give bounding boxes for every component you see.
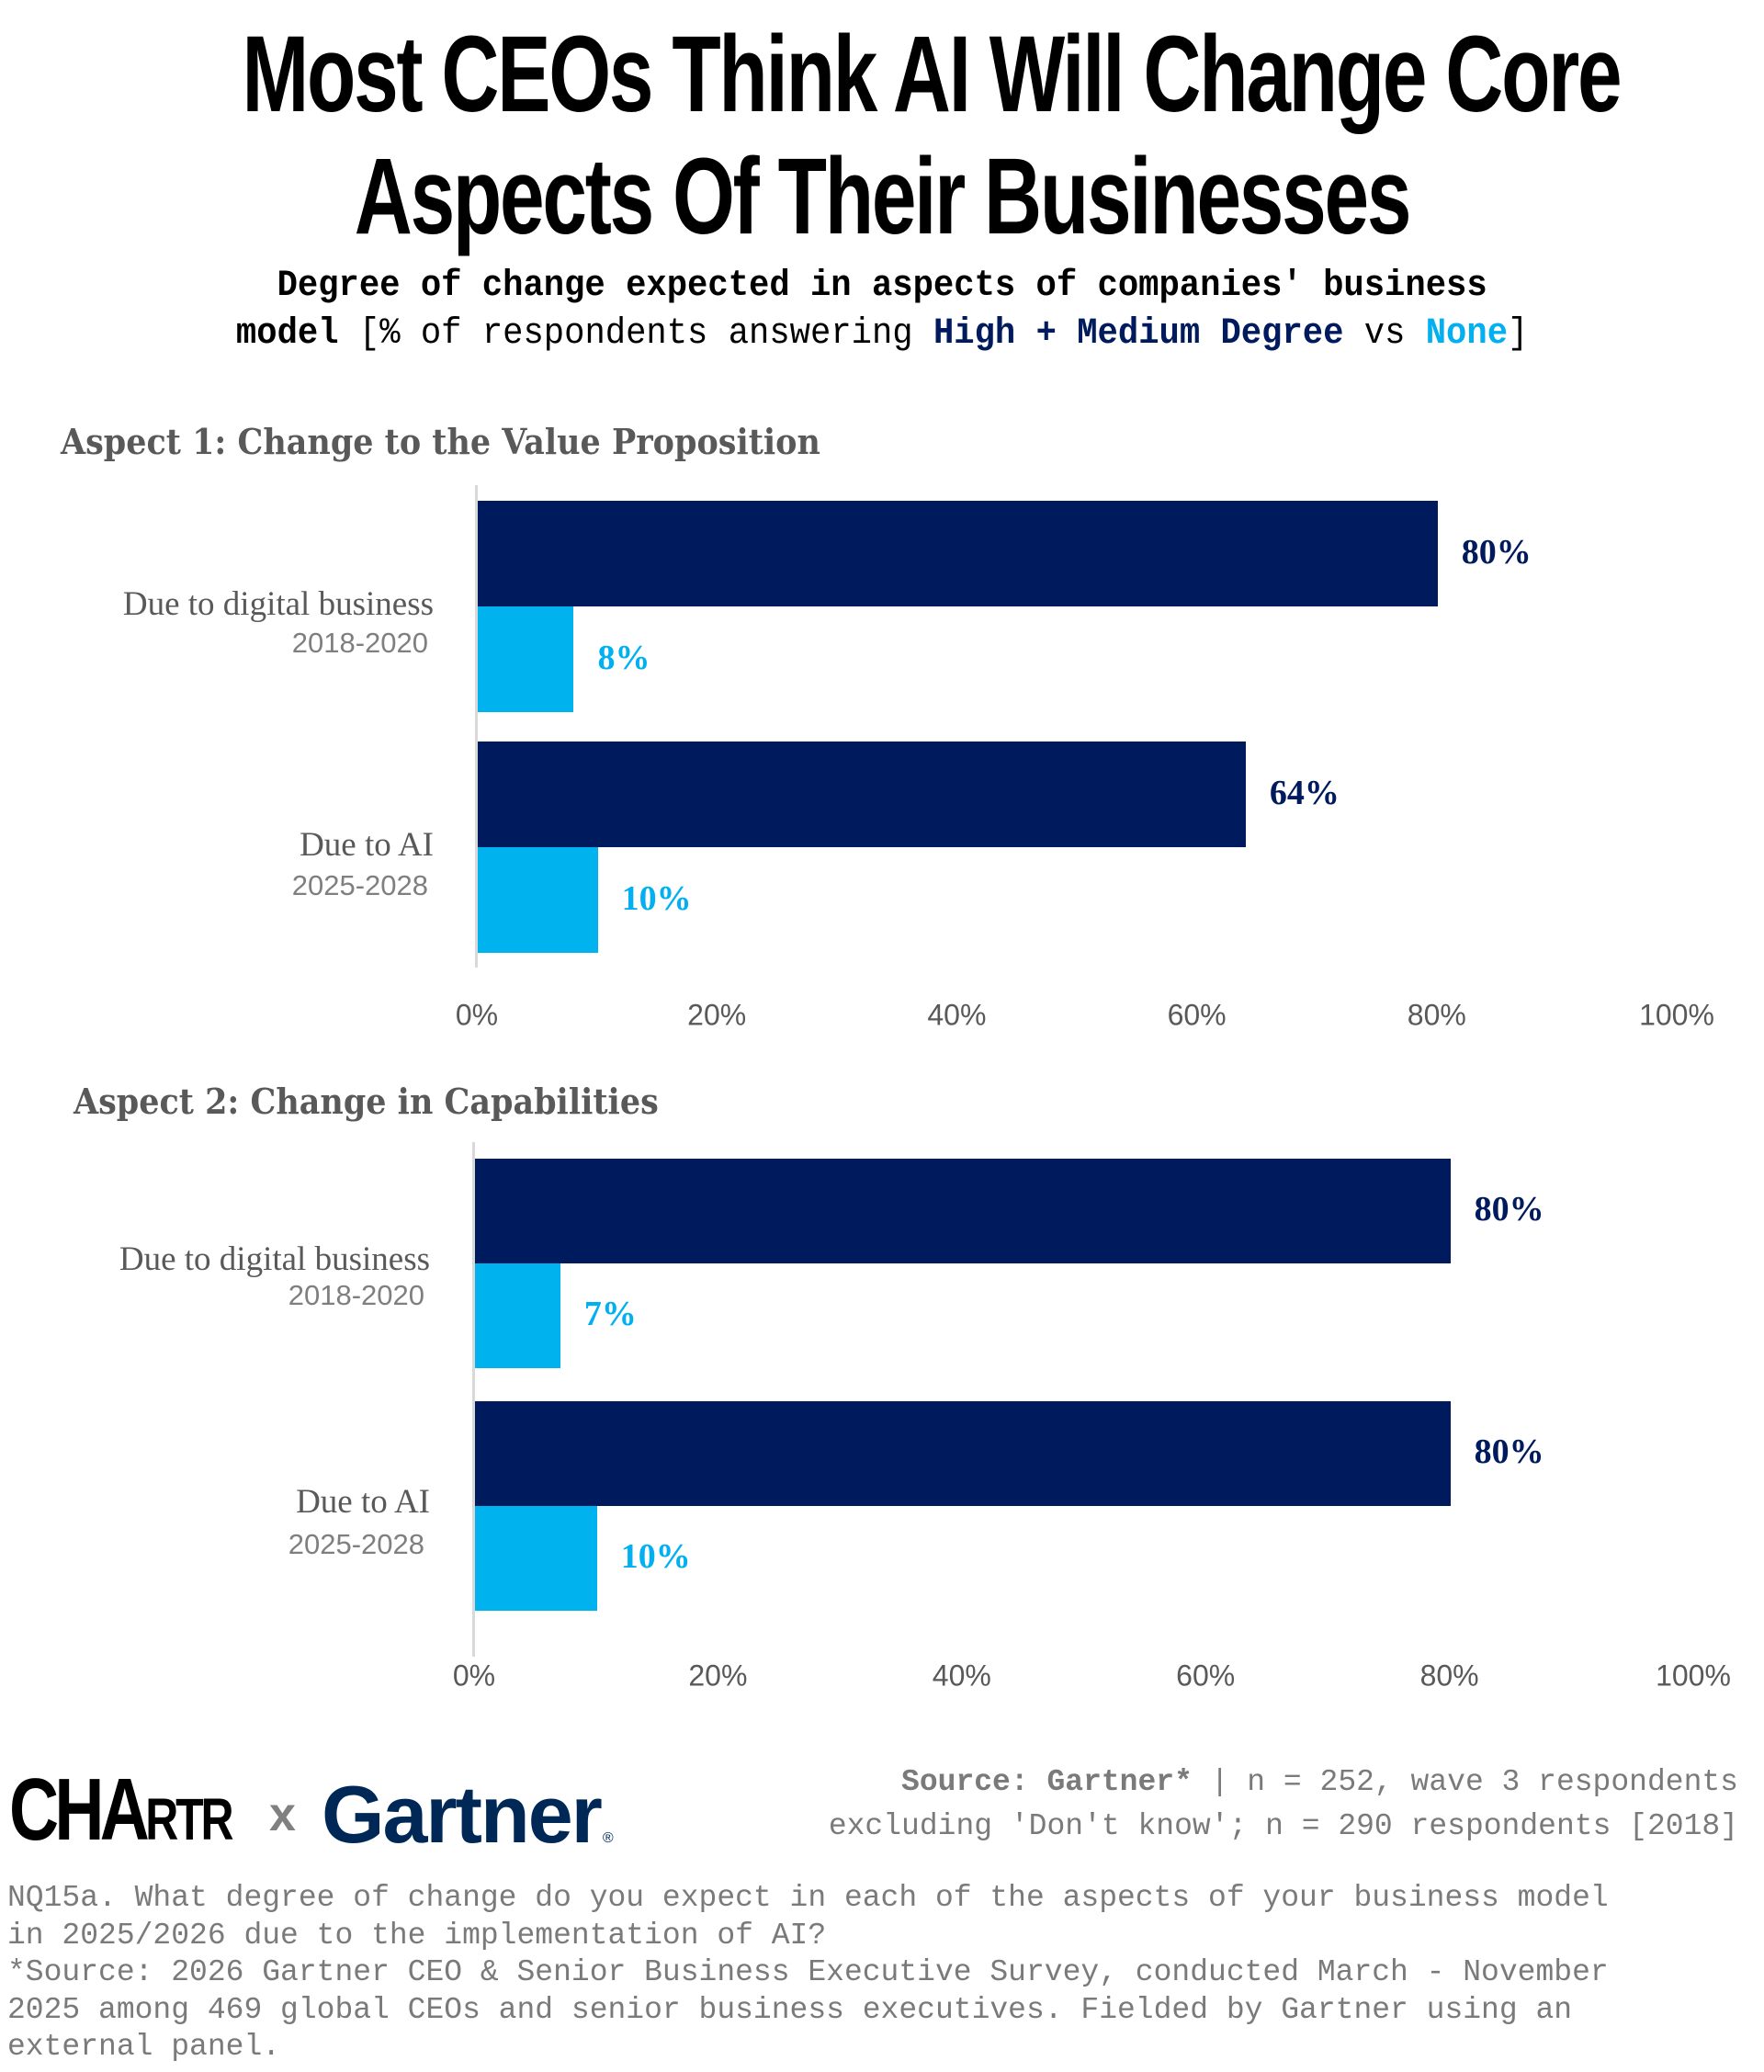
category-label: Due to digital business (122, 585, 434, 623)
x-tick-label: 40% (927, 998, 987, 1032)
footnote: NQ15a. What degree of change do you expe… (7, 1880, 1753, 2066)
footnote-line: 2025 among 469 global CEOs and senior bu… (7, 1992, 1573, 2027)
data-label: 80% (1461, 532, 1532, 572)
data-label: 8% (597, 638, 650, 677)
source-label: Source: Gartner* (901, 1765, 1193, 1799)
bar-none (478, 606, 574, 712)
data-label: 80% (1474, 1190, 1544, 1228)
data-label: 10% (620, 1537, 691, 1576)
legend-high-medium: High + Medium Degree (933, 313, 1344, 355)
category-label: Due to AI (296, 1483, 430, 1521)
subtitle-close: ] (1507, 313, 1529, 355)
registered-mark-icon: ® (602, 1830, 614, 1846)
y-axis-line (472, 1142, 475, 1657)
x-tick-label: 100% (1639, 998, 1714, 1032)
footnote-line: external panel. (7, 2030, 281, 2064)
logo-separator: x (269, 1788, 296, 1841)
data-label: 10% (621, 878, 692, 918)
bar-high-medium (478, 501, 1438, 606)
source-line-1: Source: Gartner* | n = 252, wave 3 respo… (901, 1761, 1738, 1805)
footnote-line: NQ15a. What degree of change do you expe… (7, 1881, 1609, 1915)
subtitle-line-2: model [% of respondents answering High +… (0, 311, 1764, 358)
x-tick-label: 80% (1419, 1659, 1479, 1693)
data-label: 80% (1474, 1432, 1544, 1471)
subtitle-text-1: Degree of change expected in aspects of … (277, 266, 1487, 307)
x-tick-label: 40% (932, 1659, 991, 1693)
page-title-line-1: Most CEOs Think AI Will Change Core (0, 20, 1764, 129)
bar-none (478, 847, 598, 953)
legend-none: None (1425, 313, 1508, 355)
x-tick-label: 100% (1656, 1659, 1731, 1693)
source-sample: | n = 252, wave 3 respondents (1192, 1765, 1738, 1799)
bar-high-medium (475, 1159, 1451, 1263)
category-period: 2025-2028 (288, 1528, 424, 1560)
chart-title: Aspect 1: Change to the Value Propositio… (61, 421, 820, 462)
category-period: 2025-2028 (291, 869, 428, 901)
title-text-1: Most CEOs Think AI Will Change Core (242, 14, 1622, 135)
gartner-logo-text: Gartner (322, 1769, 603, 1860)
subtitle-vs: vs (1343, 313, 1426, 355)
footnote-line: in 2025/2026 due to the implementation o… (7, 1918, 827, 1953)
category-label: Due to AI (300, 826, 434, 864)
x-tick-label: 60% (1167, 998, 1227, 1032)
subtitle-text-2: [% of respondents answering (338, 313, 933, 355)
title-text-2: Aspects Of Their Businesses (354, 136, 1412, 257)
chartr-logo: CHARTR (9, 1766, 234, 1863)
x-tick-label: 60% (1176, 1659, 1236, 1693)
x-tick-label: 80% (1407, 998, 1466, 1032)
chart-title: Aspect 2: Change in Capabilities (74, 1081, 659, 1122)
source-line-2: excluding 'Don't know'; n = 290 responde… (828, 1809, 1738, 1843)
x-tick-label: 0% (455, 998, 499, 1032)
bar-none (475, 1263, 560, 1368)
data-label: 7% (583, 1295, 637, 1333)
subtitle-model: model (235, 313, 339, 355)
x-tick-label: 20% (688, 1659, 748, 1693)
y-axis-line (475, 485, 478, 968)
gartner-logo: Gartner ® (322, 1769, 614, 1885)
bar-none (475, 1506, 597, 1611)
bar-high-medium (478, 742, 1246, 847)
x-tick-label: 20% (687, 998, 747, 1032)
category-label: Due to digital business (119, 1240, 430, 1278)
category-period: 2018-2020 (291, 627, 428, 659)
chartr-logo-large: CHA (9, 1761, 150, 1859)
page-title-line-2: Aspects Of Their Businesses (0, 142, 1764, 251)
bar-high-medium (475, 1401, 1451, 1506)
data-label: 64% (1269, 773, 1340, 812)
x-tick-label: 0% (452, 1659, 496, 1693)
subtitle-line-1: Degree of change expected in aspects of … (0, 263, 1764, 311)
footnote-line: *Source: 2026 Gartner CEO & Senior Busin… (7, 1955, 1609, 1989)
category-period: 2018-2020 (288, 1279, 424, 1311)
chartr-logo-small: RTR (145, 1786, 233, 1852)
